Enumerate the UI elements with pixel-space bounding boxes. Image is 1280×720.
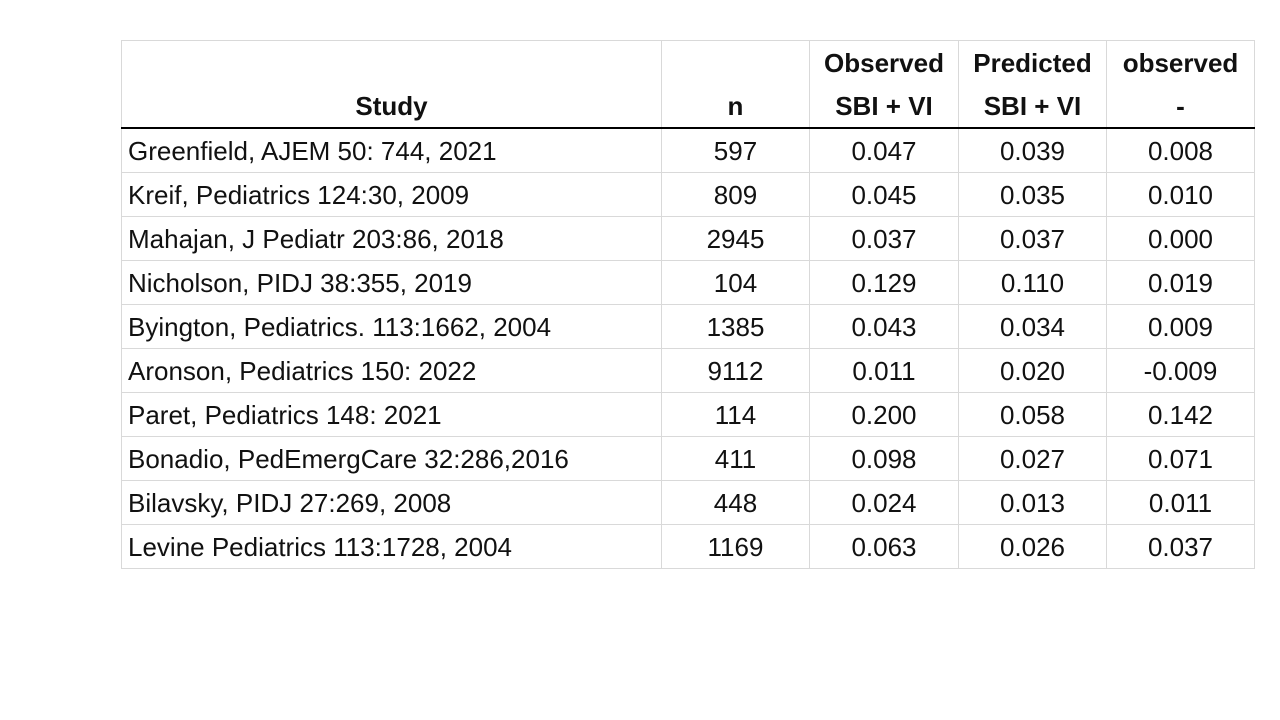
cell-predicted: 0.034	[958, 304, 1107, 349]
cell-predicted: 0.058	[958, 392, 1107, 437]
cell-predicted: 0.110	[958, 260, 1107, 305]
cell-n: 9112	[661, 348, 810, 393]
header-study-top	[121, 40, 662, 84]
header-observed-bottom: SBI + VI	[809, 84, 959, 129]
cell-predicted: 0.039	[958, 127, 1107, 173]
cell-study: Paret, Pediatrics 148: 2021	[121, 392, 662, 437]
cell-observed: 0.200	[809, 392, 959, 437]
studies-table: Observed Predicted observed Study n SBI …	[121, 40, 1255, 569]
table-row: Mahajan, J Pediatr 203:86, 2018 2945 0.037…	[121, 216, 1255, 261]
cell-predicted: 0.026	[958, 524, 1107, 569]
cell-difference: 0.037	[1106, 524, 1255, 569]
cell-predicted: 0.035	[958, 172, 1107, 217]
cell-study: Levine Pediatrics 113:1728, 2004	[121, 524, 662, 569]
cell-observed: 0.024	[809, 480, 959, 525]
cell-difference: 0.009	[1106, 304, 1255, 349]
cell-predicted: 0.037	[958, 216, 1107, 261]
header-n: n	[661, 84, 810, 129]
cell-study: Bonadio, PedEmergCare 32:286,2016	[121, 436, 662, 481]
header-predicted-bottom: SBI + VI	[958, 84, 1107, 129]
header-predicted-top: Predicted	[958, 40, 1107, 84]
cell-observed: 0.047	[809, 127, 959, 173]
cell-study: Kreif, Pediatrics 124:30, 2009	[121, 172, 662, 217]
header-difference-bottom: -	[1106, 84, 1255, 129]
studies-table-container: Observed Predicted observed Study n SBI …	[121, 40, 1255, 569]
header-n-top	[661, 40, 810, 84]
cell-n: 1169	[661, 524, 810, 569]
cell-study: Byington, Pediatrics. 113:1662, 2004	[121, 304, 662, 349]
cell-difference: -0.009	[1106, 348, 1255, 393]
cell-predicted: 0.013	[958, 480, 1107, 525]
cell-n: 104	[661, 260, 810, 305]
cell-observed: 0.045	[809, 172, 959, 217]
table-row: Nicholson, PIDJ 38:355, 2019 104 0.129 0.11…	[121, 260, 1255, 305]
cell-study: Aronson, Pediatrics 150: 2022	[121, 348, 662, 393]
header-difference-top: observed	[1106, 40, 1255, 84]
header-study: Study	[121, 84, 662, 129]
cell-predicted: 0.027	[958, 436, 1107, 481]
cell-observed: 0.098	[809, 436, 959, 481]
table-row: Paret, Pediatrics 148: 2021 114 0.200 0.058…	[121, 392, 1255, 437]
cell-n: 597	[661, 127, 810, 173]
cell-study: Mahajan, J Pediatr 203:86, 2018	[121, 216, 662, 261]
table-header: Observed Predicted observed Study n SBI …	[121, 40, 1255, 129]
cell-observed: 0.129	[809, 260, 959, 305]
cell-n: 809	[661, 172, 810, 217]
cell-observed: 0.063	[809, 524, 959, 569]
cell-difference: 0.071	[1106, 436, 1255, 481]
cell-n: 411	[661, 436, 810, 481]
cell-difference: 0.142	[1106, 392, 1255, 437]
cell-observed: 0.011	[809, 348, 959, 393]
cell-n: 1385	[661, 304, 810, 349]
cell-predicted: 0.020	[958, 348, 1107, 393]
cell-n: 114	[661, 392, 810, 437]
cell-difference: 0.019	[1106, 260, 1255, 305]
cell-difference: 0.010	[1106, 172, 1255, 217]
table-row: Levine Pediatrics 113:1728, 2004 1169 0.06…	[121, 524, 1255, 569]
cell-study: Bilavsky, PIDJ 27:269, 2008	[121, 480, 662, 525]
table-body: Greenfield, AJEM 50: 744, 2021 597 0.047 0.…	[121, 127, 1255, 569]
cell-n: 2945	[661, 216, 810, 261]
table-row: Byington, Pediatrics. 113:1662, 2004 1385…	[121, 304, 1255, 349]
header-observed-top: Observed	[809, 40, 959, 84]
header-row-bottom: Study n SBI + VI SBI + VI -	[121, 84, 1255, 129]
cell-study: Nicholson, PIDJ 38:355, 2019	[121, 260, 662, 305]
cell-observed: 0.037	[809, 216, 959, 261]
cell-n: 448	[661, 480, 810, 525]
table-row: Bilavsky, PIDJ 27:269, 2008 448 0.024 0.013…	[121, 480, 1255, 525]
table-row: Bonadio, PedEmergCare 32:286,2016 411 0.09…	[121, 436, 1255, 481]
table-row: Kreif, Pediatrics 124:30, 2009 809 0.045 0.…	[121, 172, 1255, 217]
cell-difference: 0.011	[1106, 480, 1255, 525]
header-row-top: Observed Predicted observed	[121, 40, 1255, 84]
table-row: Greenfield, AJEM 50: 744, 2021 597 0.047 0.…	[121, 127, 1255, 173]
cell-difference: 0.008	[1106, 127, 1255, 173]
table-row: Aronson, Pediatrics 150: 2022 9112 0.011 0.…	[121, 348, 1255, 393]
cell-difference: 0.000	[1106, 216, 1255, 261]
cell-observed: 0.043	[809, 304, 959, 349]
cell-study: Greenfield, AJEM 50: 744, 2021	[121, 127, 662, 173]
